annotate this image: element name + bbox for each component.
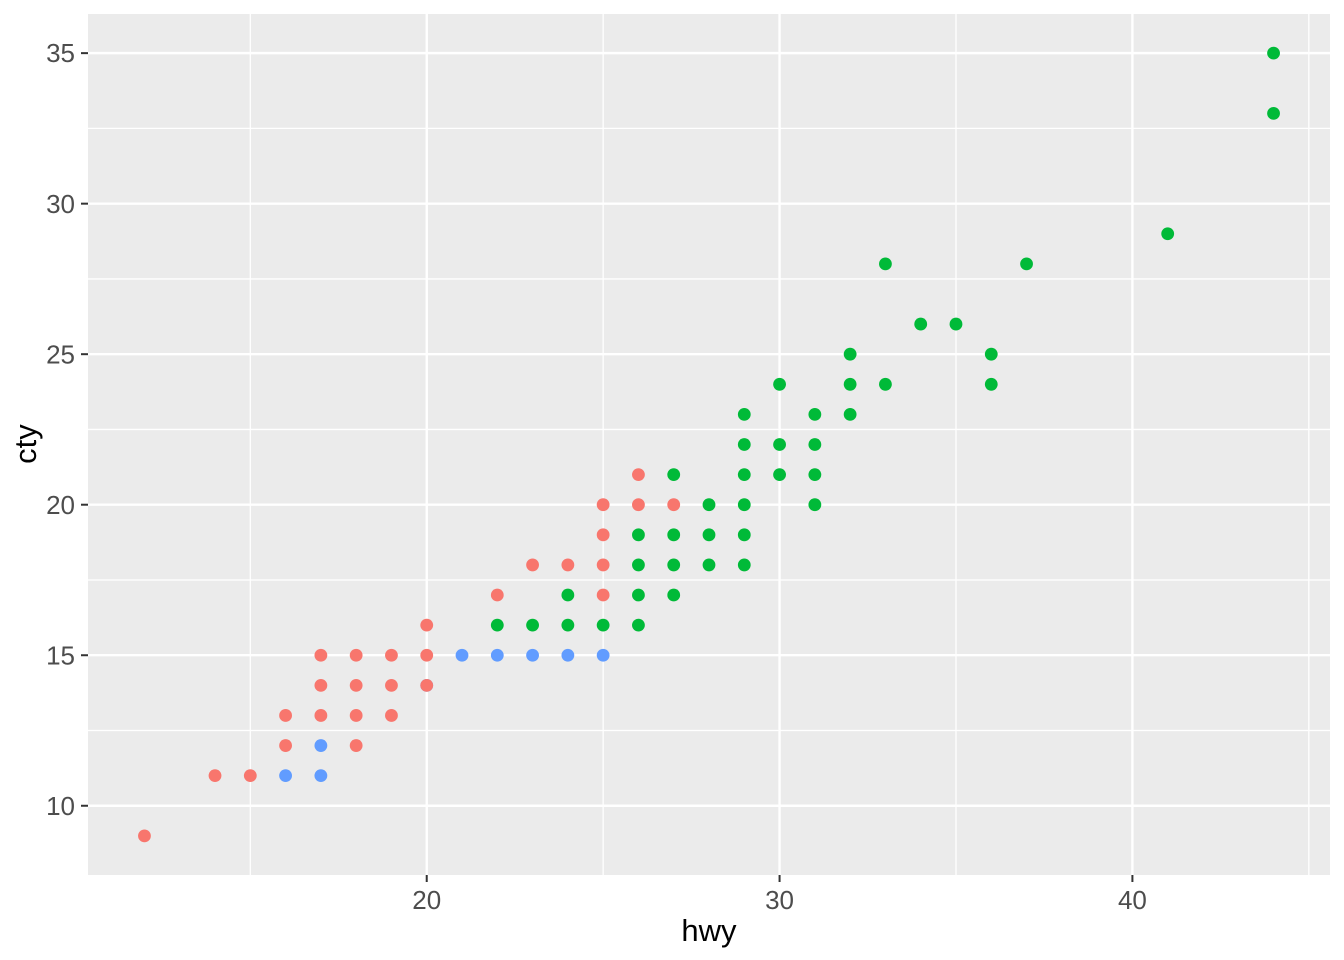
data-point-red (314, 709, 328, 722)
data-point-red (349, 648, 363, 662)
data-point-green (808, 468, 822, 482)
data-point-green (737, 528, 751, 542)
data-point-green (737, 407, 751, 421)
data-point-green (632, 618, 645, 632)
data-point-green (632, 558, 645, 572)
data-point-blue (561, 648, 575, 662)
y-tick-label: 25 (46, 339, 75, 369)
data-point-green (561, 588, 575, 602)
data-point-green (490, 618, 504, 632)
data-point-red (596, 528, 610, 542)
data-point-red (596, 588, 610, 602)
data-point-green (667, 558, 681, 572)
data-point-green (808, 498, 822, 512)
data-point-green (737, 468, 751, 482)
data-point-blue (314, 769, 328, 783)
x-tick-labels: 20 30 40 (412, 885, 1147, 915)
data-point-green (702, 498, 716, 512)
data-point-red (526, 558, 539, 572)
data-point-red (632, 498, 645, 512)
data-point-red (385, 709, 398, 722)
data-point-blue (279, 769, 292, 783)
data-point-red (420, 648, 434, 662)
data-point-green (773, 438, 786, 451)
data-point-green (1161, 227, 1175, 241)
data-point-red (138, 829, 151, 843)
data-point-green (1267, 46, 1280, 60)
data-point-green (667, 468, 681, 482)
data-point-green (526, 618, 539, 632)
data-point-blue (455, 648, 469, 662)
data-point-red (561, 558, 575, 572)
data-point-red (279, 709, 292, 722)
data-point-green (737, 558, 751, 572)
data-point-red (490, 588, 504, 602)
data-point-red (667, 498, 681, 512)
y-tick-label: 35 (46, 38, 75, 68)
minor-gridlines (88, 14, 1330, 875)
data-point-green (702, 558, 716, 572)
data-point-blue (314, 739, 328, 752)
data-point-green (808, 407, 822, 421)
x-axis-title: hwy (681, 913, 737, 948)
data-point-red (279, 739, 292, 752)
panel-background (88, 14, 1330, 875)
data-point-green (949, 317, 963, 331)
major-gridlines (88, 14, 1330, 875)
data-point-green (561, 618, 575, 632)
y-tick-label: 10 (46, 791, 75, 821)
data-point-green (632, 588, 645, 602)
data-point-red (596, 558, 610, 572)
data-point-blue (526, 648, 539, 662)
data-point-green (879, 377, 892, 391)
data-point-red (632, 468, 645, 482)
data-point-green (879, 257, 892, 271)
data-point-red (314, 648, 328, 662)
data-point-red (349, 739, 363, 752)
y-axis-title: cty (8, 424, 43, 464)
x-tick-label: 30 (765, 885, 794, 915)
data-point-green (773, 468, 786, 482)
data-point-red (420, 618, 434, 632)
data-point-green (1267, 106, 1280, 120)
data-point-red (349, 709, 363, 722)
data-point-green (667, 528, 681, 542)
data-point-green (773, 377, 786, 391)
data-point-red (385, 678, 398, 692)
data-point-green (632, 528, 645, 542)
x-tick-label: 20 (412, 885, 441, 915)
y-tick-label: 15 (46, 640, 75, 670)
data-point-green (596, 618, 610, 632)
data-point-red (314, 678, 328, 692)
data-point-blue (596, 648, 610, 662)
axis-tick-marks (81, 52, 1134, 882)
data-point-green (667, 588, 681, 602)
data-point-red (420, 678, 434, 692)
data-point-red (385, 648, 398, 662)
x-tick-label: 40 (1118, 885, 1147, 915)
data-point-green (702, 528, 716, 542)
data-point-green (808, 438, 822, 451)
data-point-green (737, 498, 751, 512)
data-point-red (349, 678, 363, 692)
y-tick-labels: 10 15 20 25 30 35 (46, 38, 75, 821)
data-point-blue (490, 648, 504, 662)
data-point-green (914, 317, 928, 331)
data-point-red (208, 769, 222, 783)
y-tick-label: 30 (46, 189, 75, 219)
data-point-green (843, 377, 857, 391)
data-point-green (737, 438, 751, 451)
y-tick-label: 20 (46, 490, 75, 520)
data-point-green (843, 347, 857, 361)
data-point-red (243, 769, 257, 783)
data-point-green (984, 377, 998, 391)
data-point-green (984, 347, 998, 361)
data-points (138, 46, 1280, 843)
data-point-green (1020, 257, 1033, 271)
data-point-red (596, 498, 610, 512)
data-point-green (843, 407, 857, 421)
